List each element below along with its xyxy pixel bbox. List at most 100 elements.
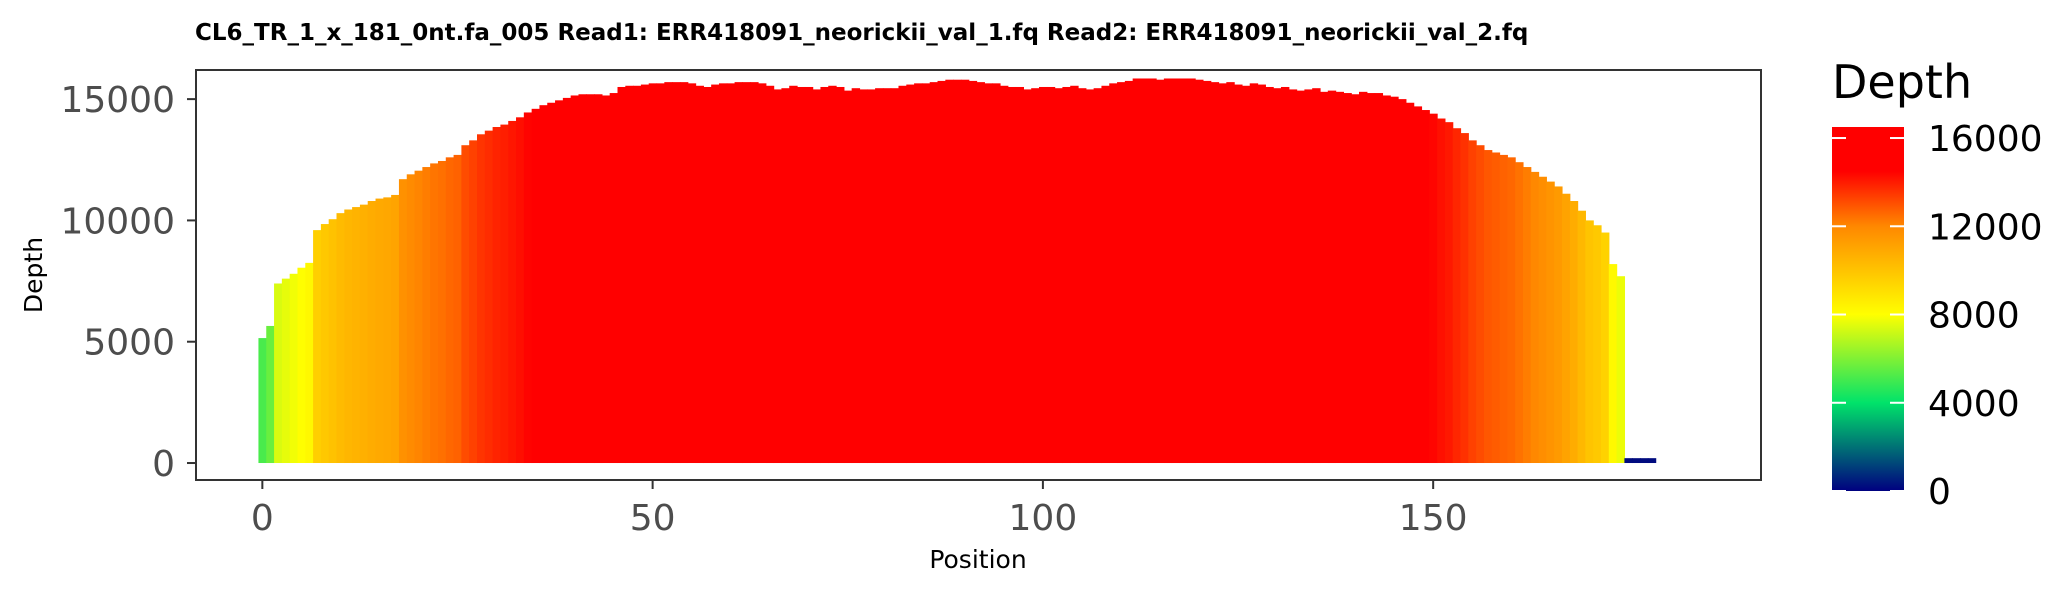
depth-bar [1600,232,1610,464]
depth-bar [1319,91,1329,464]
depth-bar [1101,85,1110,464]
depth-bar [1608,264,1618,464]
depth-bar [999,85,1009,464]
depth-bar [1476,145,1485,464]
depth-bar [1109,83,1118,464]
y-tick-label: 10000 [60,201,175,242]
depth-bar [1249,83,1259,464]
depth-bar [695,85,704,464]
depth-bar [383,197,392,464]
depth-bar [937,80,946,464]
depth-bar [437,160,447,464]
depth-bar [1062,86,1071,464]
depth-bar [640,84,650,464]
depth-bar [1405,102,1415,464]
depth-bar [1054,88,1064,464]
depth-bar [656,83,665,464]
depth-bar [1241,85,1251,464]
depth-bar [1280,86,1290,464]
depth-bar [1257,84,1266,464]
depth-bar [320,224,330,464]
depth-bar [1554,186,1563,464]
depth-bar [1374,93,1384,464]
depth-bar [1429,113,1438,464]
plot-area [258,78,1657,464]
y-axis-title: Depth [19,237,48,313]
depth-bar [586,94,595,464]
depth-bar [1569,201,1579,464]
depth-bar [289,273,299,464]
depth-bar [1140,78,1149,464]
y-tick-label: 0 [152,444,175,485]
depth-bar [804,86,814,464]
depth-bar [305,262,314,464]
depth-bar [1515,162,1524,464]
depth-bar [789,85,798,464]
depth-bar [406,174,416,464]
depth-bar [352,207,361,464]
depth-bar [929,82,939,464]
y-axis: 0 5000 10000 15000 [60,80,196,485]
depth-bar [960,79,970,464]
legend-label: 16000 [1928,119,2043,160]
depth-bar [469,140,478,464]
depth-bar [1561,193,1571,464]
depth-bar [477,134,486,464]
legend-colorbar [1832,127,1904,491]
depth-bar [1624,458,1633,464]
depth-bar [1640,458,1649,464]
depth-bar [328,219,338,464]
depth-bar [1007,86,1017,464]
depth-bar [313,230,322,464]
depth-bar [1218,83,1227,464]
depth-bar [1023,89,1032,464]
depth-bar [1538,176,1547,464]
depth-bar [882,88,892,464]
depth-bar [711,84,720,464]
depth-bar [266,325,275,464]
x-tick-label: 50 [630,498,676,539]
x-axis-title: Position [929,545,1026,574]
depth-bar [851,88,861,464]
depth-bar [617,86,626,464]
depth-bar [1288,89,1298,464]
depth-bar [1179,78,1188,464]
depth-bar [359,204,369,464]
depth-bar [578,94,587,464]
depth-bar [820,86,829,464]
depth-bar [859,89,868,464]
x-axis: 0 50 100 150 [251,480,1468,539]
depth-bar [843,90,853,464]
depth-bar [1132,78,1142,464]
depth-bar [508,120,517,464]
depth-bar [367,201,377,464]
depth-bar [1546,181,1555,464]
depth-bar [1226,82,1235,464]
legend-label: 12000 [1928,207,2043,248]
depth-bar [555,100,564,464]
depth-bar [1507,157,1516,464]
x-tick-label: 150 [1399,498,1468,539]
depth-bar [422,167,431,464]
depth-bar [594,94,603,464]
depth-bar [1335,91,1345,464]
depth-bar [1265,86,1274,464]
depth-bar [445,157,455,464]
depth-bar [921,83,931,464]
depth-bar [1312,88,1321,464]
depth-bar [968,80,978,464]
depth-bar [297,267,306,464]
depth-bar [1156,79,1165,464]
depth-bar [1093,88,1103,464]
depth-bar [1483,150,1493,464]
depth-bar [1273,88,1282,464]
depth-bar [726,83,736,464]
depth-bar [867,89,876,464]
depth-bar [1351,94,1360,464]
depth-bar [430,163,439,464]
depth-bar [344,209,353,464]
depth-bar [1163,78,1173,464]
depth-bar [484,130,494,464]
depth-bar [539,105,548,464]
